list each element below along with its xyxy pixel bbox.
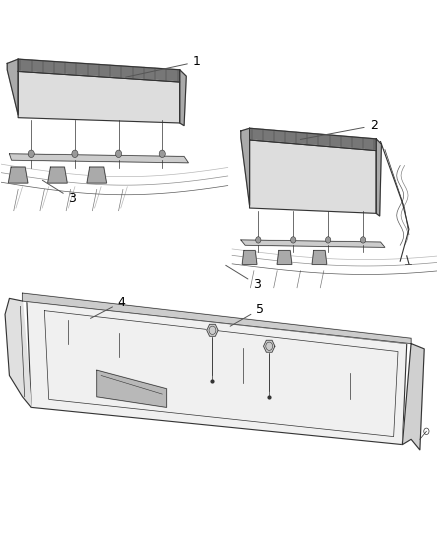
Polygon shape xyxy=(87,167,106,183)
Polygon shape xyxy=(97,370,166,407)
Polygon shape xyxy=(277,251,292,264)
Circle shape xyxy=(28,150,34,158)
Text: 3: 3 xyxy=(42,180,76,206)
Polygon shape xyxy=(10,154,188,163)
Circle shape xyxy=(159,150,165,158)
Circle shape xyxy=(325,237,331,243)
Polygon shape xyxy=(22,293,411,344)
Polygon shape xyxy=(8,167,28,183)
Polygon shape xyxy=(242,251,257,264)
Polygon shape xyxy=(27,301,407,445)
Circle shape xyxy=(72,150,78,158)
Polygon shape xyxy=(180,70,186,126)
Circle shape xyxy=(290,237,296,243)
Polygon shape xyxy=(18,71,180,123)
Polygon shape xyxy=(207,324,218,336)
Polygon shape xyxy=(376,139,381,216)
Polygon shape xyxy=(18,59,180,82)
Polygon shape xyxy=(403,344,424,450)
Text: 5: 5 xyxy=(230,303,264,326)
Text: 4: 4 xyxy=(91,296,126,318)
Polygon shape xyxy=(250,128,376,151)
Polygon shape xyxy=(241,128,250,205)
Circle shape xyxy=(360,237,366,243)
Polygon shape xyxy=(48,167,67,183)
Polygon shape xyxy=(241,240,385,247)
Circle shape xyxy=(256,237,261,243)
Text: 1: 1 xyxy=(126,55,201,77)
Polygon shape xyxy=(250,140,376,213)
Text: 2: 2 xyxy=(300,119,378,140)
Polygon shape xyxy=(5,298,31,407)
Circle shape xyxy=(116,150,122,158)
Polygon shape xyxy=(312,251,327,264)
Text: 3: 3 xyxy=(226,265,261,291)
Polygon shape xyxy=(7,59,18,115)
Polygon shape xyxy=(264,340,275,352)
